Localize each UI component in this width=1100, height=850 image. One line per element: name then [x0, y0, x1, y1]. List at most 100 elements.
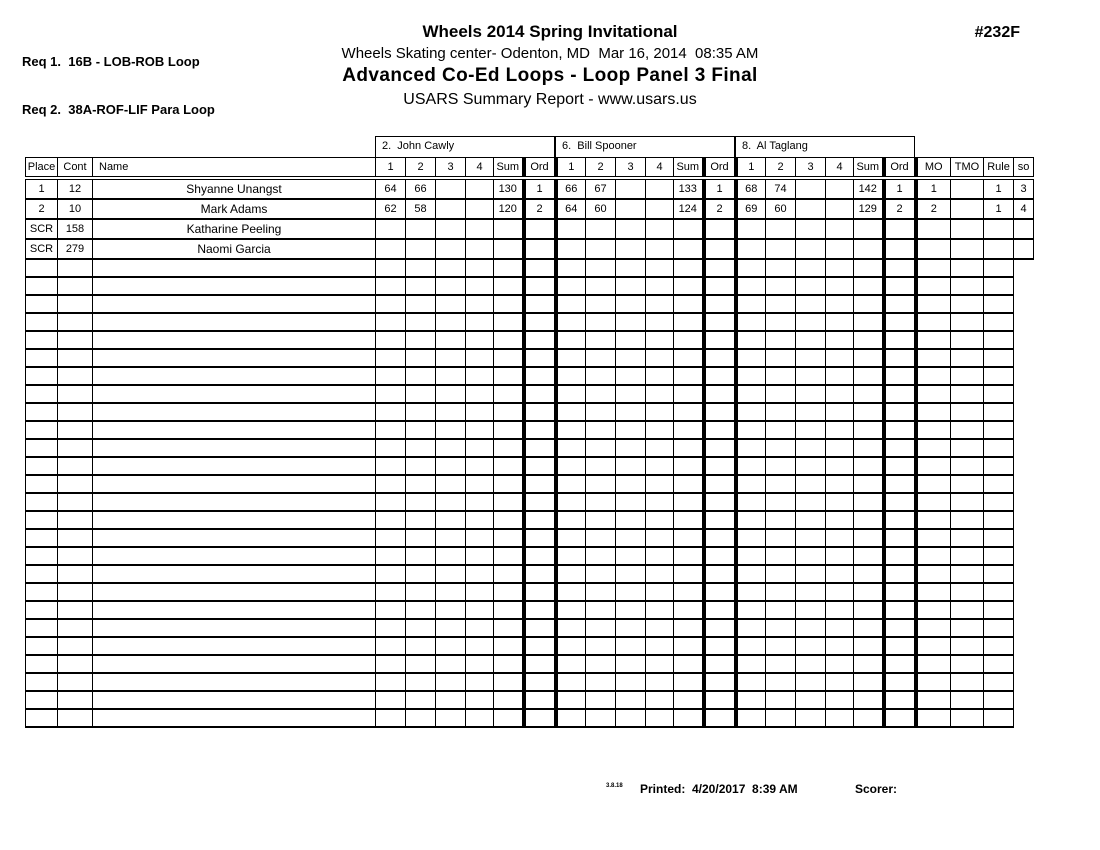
cell: [57, 654, 93, 674]
cell: 2: [701, 198, 738, 220]
col-header-cont: Cont: [57, 157, 93, 180]
cell: [701, 348, 738, 368]
cell: [765, 456, 796, 476]
cell: [795, 582, 826, 602]
cell: [825, 690, 854, 710]
cell: [405, 708, 436, 728]
cell: [701, 690, 738, 710]
cell: [950, 528, 984, 548]
cell: [645, 546, 674, 566]
cell: [645, 420, 674, 440]
table-header-row: Place Cont Name 1 2 3 4 Sum Ord 1 2 3 4 Sum Ord 1 2 3 4 Sum…: [25, 157, 1034, 180]
cell: [615, 510, 646, 530]
cell: [673, 438, 704, 458]
cell: [25, 600, 58, 620]
cell: [521, 258, 558, 278]
cell: [735, 600, 766, 620]
cell: [465, 198, 494, 220]
cell: [57, 600, 93, 620]
cell: [645, 618, 674, 638]
cell: [881, 218, 918, 240]
cell: [795, 528, 826, 548]
cell: [521, 366, 558, 386]
cell: 62: [375, 198, 406, 220]
cell: [825, 258, 854, 278]
cell: [765, 402, 796, 422]
cell: [795, 238, 826, 260]
cell: [950, 420, 984, 440]
cell: [795, 690, 826, 710]
cell: 69: [735, 198, 766, 220]
cell: [673, 402, 704, 422]
cell: [435, 582, 466, 602]
cell: [915, 438, 951, 458]
cell: [375, 636, 406, 656]
cell: [92, 474, 376, 494]
cell: [555, 218, 586, 240]
cell: [735, 654, 766, 674]
cell: [25, 690, 58, 710]
cell: [555, 654, 586, 674]
cell: [405, 564, 436, 584]
cell: [92, 492, 376, 512]
cell: [983, 456, 1014, 476]
table-row: [25, 690, 1034, 710]
cell: [701, 564, 738, 584]
cell: [795, 276, 826, 296]
cell: [555, 348, 586, 368]
cell: [405, 492, 436, 512]
cell: [881, 348, 918, 368]
cell: [435, 474, 466, 494]
cell: [435, 510, 466, 530]
cell: [853, 312, 884, 332]
cell: [701, 528, 738, 548]
cell: [645, 198, 674, 220]
cell: [701, 546, 738, 566]
cell: [375, 294, 406, 314]
cell: [493, 456, 524, 476]
cell: 67: [585, 177, 616, 200]
cell: [950, 474, 984, 494]
cell: [825, 510, 854, 530]
cell: [765, 312, 796, 332]
cell: [735, 258, 766, 278]
cell: [825, 312, 854, 332]
cell: [57, 438, 93, 458]
venue-date-line: Wheels Skating center- Odenton, MD Mar 1…: [341, 45, 759, 62]
cell: [795, 198, 826, 220]
page-footer: 3.8.18 Printed: 4/20/2017 8:39 AM Scorer…: [0, 782, 1100, 802]
cell: [555, 492, 586, 512]
cell: [735, 510, 766, 530]
cell: [585, 218, 616, 240]
cell: 66: [555, 177, 586, 200]
cell: [825, 438, 854, 458]
cell: [521, 276, 558, 296]
cell: [521, 312, 558, 332]
cell: [493, 690, 524, 710]
col-header-2: 2: [765, 157, 796, 180]
cell: [405, 348, 436, 368]
cell: [795, 218, 826, 240]
cell: [555, 366, 586, 386]
cell: 2: [25, 198, 58, 220]
cell: [983, 474, 1014, 494]
cell: [405, 654, 436, 674]
cell: [915, 600, 951, 620]
cell: [615, 238, 646, 260]
cell: [795, 258, 826, 278]
cell: [521, 654, 558, 674]
cell: [825, 636, 854, 656]
cell: [375, 312, 406, 332]
cell: [375, 218, 406, 240]
cell: [735, 330, 766, 350]
cell: [435, 330, 466, 350]
cell: [735, 474, 766, 494]
cell: [853, 276, 884, 296]
cell: [983, 708, 1014, 728]
cell: [881, 258, 918, 278]
cell: [673, 564, 704, 584]
cell: Mark Adams: [92, 198, 376, 220]
cell: [915, 672, 951, 692]
cell: [25, 654, 58, 674]
cell: SCR: [25, 238, 58, 260]
